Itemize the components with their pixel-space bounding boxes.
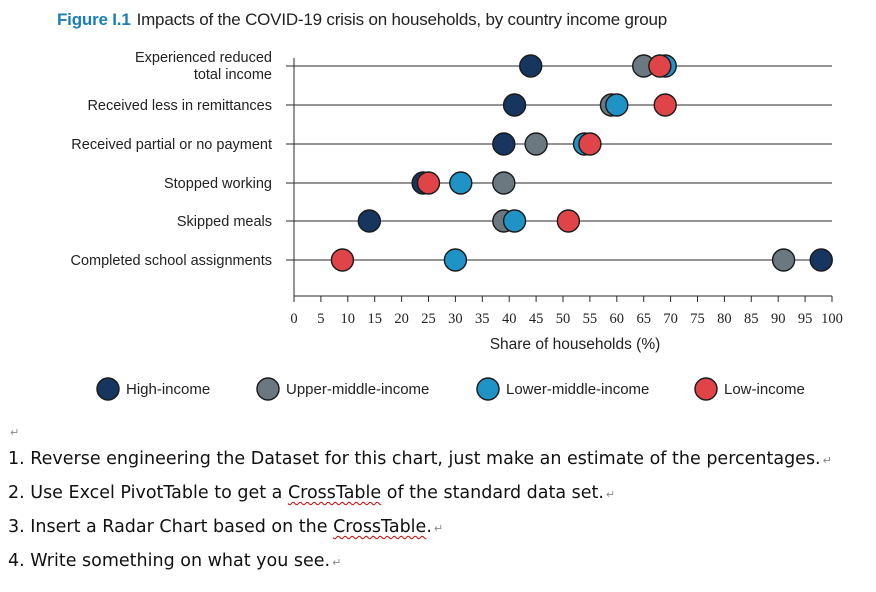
data-point xyxy=(809,248,833,272)
x-tick-label: 35 xyxy=(475,311,490,327)
instruction-2-text: 2. Use Excel PivotTable to get a CrossTa… xyxy=(8,483,604,503)
pilcrow-mark: ↵ xyxy=(605,488,616,501)
x-tick-label: 5 xyxy=(317,311,324,327)
legend-label: Lower-middle-income xyxy=(506,381,649,398)
data-point xyxy=(556,209,581,233)
figure-title-text: Impacts of the COVID-19 crisis on househ… xyxy=(136,10,668,29)
data-point xyxy=(502,209,527,233)
data-point xyxy=(330,248,355,272)
x-axis-title: Share of households (%) xyxy=(490,336,661,353)
x-tick-label: 100 xyxy=(821,311,843,327)
data-point xyxy=(648,54,672,78)
pilcrow-mark: ↵ xyxy=(433,522,444,535)
dot-plot-chart: Experienced reduced total income Received … xyxy=(71,50,843,401)
legend-swatch xyxy=(96,377,120,401)
x-tick-label: 80 xyxy=(717,311,732,327)
data-point xyxy=(771,248,796,272)
instruction-4-text: 4. Write something on what you see. xyxy=(8,551,331,571)
x-tick-label: 90 xyxy=(771,311,786,327)
x-tick-label: 85 xyxy=(744,311,759,327)
data-point xyxy=(524,132,548,156)
figure-title: Figure I.1 Impacts of the COVID-19 crisis… xyxy=(57,10,667,30)
instruction-3: 3. Insert a Radar Chart based on the Cro… xyxy=(8,510,868,544)
instructions-list: ↵ 1. Reverse engineering the Dataset for… xyxy=(8,420,868,578)
category-label-line: Skipped meals xyxy=(177,214,272,230)
category-label: Stopped working xyxy=(164,176,272,192)
x-tick-label: 65 xyxy=(636,311,651,327)
data-point xyxy=(605,93,629,117)
legend-label: High-income xyxy=(126,381,210,398)
legend-swatch xyxy=(256,377,280,401)
legend-label: Upper-middle-income xyxy=(286,381,429,398)
x-tick-label: 40 xyxy=(502,311,517,327)
data-point xyxy=(443,248,468,272)
pilcrow-mark: ↵ xyxy=(10,426,20,439)
figure-number: Figure I.1 xyxy=(57,10,131,29)
category-label: Received less in remittances xyxy=(87,98,272,114)
instruction-1: 1. Reverse engineering the Dataset for t… xyxy=(8,442,868,476)
x-tick-label: 15 xyxy=(367,311,382,327)
x-tick-label: 0 xyxy=(290,311,297,327)
pilcrow-mark: ↵ xyxy=(332,556,342,569)
category-label-line: Completed school assignments xyxy=(71,253,273,269)
crosstable-word: CrossTable xyxy=(287,483,382,503)
x-tick-label: 45 xyxy=(529,311,544,327)
x-tick-label: 55 xyxy=(583,311,598,327)
x-tick-label: 75 xyxy=(690,311,705,327)
category-label-line: Experienced reduced xyxy=(135,50,272,66)
legend-swatch xyxy=(694,377,718,401)
instruction-4: 4. Write something on what you see. ↵ xyxy=(8,544,868,578)
x-tick-label: 20 xyxy=(394,311,409,327)
category-label: Experienced reduced total income xyxy=(135,50,272,83)
instruction-2: 2. Use Excel PivotTable to get a CrossTa… xyxy=(8,476,868,510)
category-label-line: Stopped working xyxy=(164,176,272,192)
category-label: Received partial or no payment xyxy=(71,137,272,153)
data-point xyxy=(653,93,677,117)
x-tick-label: 25 xyxy=(421,311,436,327)
data-point xyxy=(519,54,543,78)
category-label-line: Received partial or no payment xyxy=(71,137,272,153)
legend-swatch xyxy=(476,377,500,401)
category-label-line: total income xyxy=(194,67,272,83)
category-label-line: Received less in remittances xyxy=(87,98,272,114)
blank-line: ↵ xyxy=(8,420,868,442)
x-tick-label: 95 xyxy=(798,311,813,327)
x-tick-label: 10 xyxy=(341,311,356,327)
category-label: Completed school assignments xyxy=(71,253,273,269)
data-point xyxy=(492,132,516,156)
data-point xyxy=(449,171,473,195)
data-point xyxy=(578,132,602,156)
legend-label: Low-income xyxy=(724,381,805,398)
pilcrow-mark: ↵ xyxy=(822,454,832,467)
x-tick-label: 60 xyxy=(610,311,625,327)
crosstable-word: CrossTable xyxy=(333,517,427,537)
x-tick-label: 30 xyxy=(448,311,463,327)
category-label: Skipped meals xyxy=(177,214,272,230)
x-tick-label: 50 xyxy=(556,311,571,327)
data-point xyxy=(492,171,516,195)
instruction-3-text: 3. Insert a Radar Chart based on the Cro… xyxy=(8,517,432,537)
x-tick-label: 70 xyxy=(663,311,678,327)
data-point xyxy=(502,93,527,117)
data-point xyxy=(357,209,382,233)
instruction-1-text: 1. Reverse engineering the Dataset for t… xyxy=(8,449,821,469)
data-point xyxy=(416,171,441,195)
